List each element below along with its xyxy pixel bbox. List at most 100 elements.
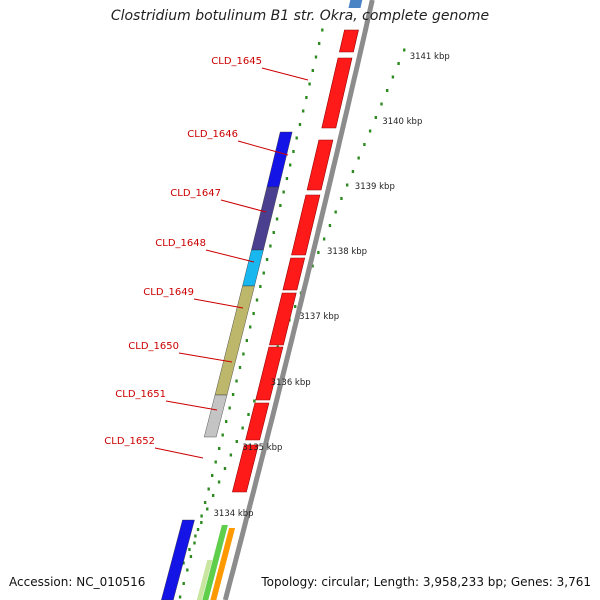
scale-dot [194,534,197,538]
kbp-tick-label: 3141 kbp [410,52,450,62]
scale-dot [206,507,209,511]
scale-dot [182,582,185,585]
scale-dot [357,156,360,160]
scale-dot [252,312,255,315]
kbp-tick-label: 3140 kbp [382,117,422,127]
scale-dot [217,480,221,484]
scale-dot [292,150,295,153]
scale-dot [340,197,343,200]
reverse-feature [203,394,228,438]
reverse-strand-features [161,0,363,600]
scale-dot [368,129,372,133]
scale-dot [178,595,182,599]
scale-dot [279,204,282,207]
scale-dot [189,555,193,558]
scale-dot [328,224,332,227]
scale-dot [241,426,244,430]
scale-dot [193,541,196,545]
scale-tick-labels: 3141 kbp 3140 kbp 3139 kbp 3138 kbp 3137 kbp… [214,52,450,519]
forward-cds-arrow [306,139,334,191]
label-leader-lines [154,67,309,459]
scale-dot [245,339,249,342]
scale-dot [295,136,298,140]
accession-text: Accession: NC_010516 [9,575,146,589]
gene-label: CLD_1645 [211,56,262,67]
genome-title: Clostridium botulinum B1 str. Okra, comp… [110,8,490,24]
forward-cds-arrow [291,194,321,256]
leader-line [237,140,289,156]
scale-dot [386,89,389,92]
gene-label: CLD_1649 [143,287,194,298]
leader-line [154,447,204,459]
reverse-feature [242,249,264,287]
forward-cds-arrow [232,444,259,493]
scale-dot [200,521,203,524]
leader-line [165,400,218,411]
genome-backbone [222,0,375,600]
scale-dot [235,440,238,443]
scale-dot [200,514,203,518]
reverse-feature [214,285,255,396]
kbp-tick-label: 3134 kbp [214,509,254,519]
scale-dot [275,217,279,221]
leader-line [220,199,267,213]
gene-label: CLD_1652 [104,436,155,447]
scale-dot [317,42,321,45]
scale-dot [235,379,238,383]
leader-line [205,249,255,263]
scale-dot [259,285,262,288]
scale-dot [397,62,400,65]
forward-cds-arrow [255,346,284,401]
scale-dot [311,69,314,72]
forward-cds-arrow [321,57,353,129]
scale-dot [345,183,349,187]
scale-dot [265,258,269,261]
scale-dot [211,474,214,477]
scale-dot [272,231,275,234]
top-feature [348,0,363,8]
kbp-tick-label: 3135 kbp [242,443,282,453]
forward-cds-arrow [245,402,270,441]
scale-dot [221,433,224,437]
backbone-line [222,0,375,600]
scale-dot [317,251,320,254]
scale-dot [289,163,292,167]
gene-labels: CLD_1645 CLD_1646 CLD_1647 CLD_1648 CLD_1649… [104,56,262,447]
leader-line [178,352,233,363]
side-features [196,525,236,600]
forward-strand-cds [232,29,359,493]
scale-dot [321,28,324,32]
side-feature [210,528,236,600]
scale-dot [186,568,189,572]
scale-dot [282,190,285,194]
gene-label: CLD_1650 [128,341,179,352]
scale-dot [285,177,289,180]
gene-label: CLD_1648 [155,238,206,249]
scale-dot [253,399,256,403]
scale-dot [242,352,245,356]
scale-dot [363,143,366,146]
scale-dot [308,82,311,86]
scale-dot [262,271,265,275]
kbp-tick-label: 3138 kbp [327,247,367,257]
scale-dot [380,102,383,106]
gene-label: CLD_1646 [187,129,238,140]
scale-dot [351,170,355,173]
scale-dot [314,55,318,59]
scale-dot [334,210,337,214]
kbp-tick-label: 3136 kbp [271,378,311,388]
scale-dot [311,264,314,268]
scale-dot [228,406,231,410]
scale-dot [224,420,228,423]
scale-dot [211,494,215,497]
scale-dot [188,548,191,551]
forward-cds-arrow [269,292,297,346]
scale-dot [301,109,305,113]
kbp-tick-label: 3139 kbp [355,182,395,192]
leader-line [261,67,309,81]
gene-label: CLD_1647 [170,188,221,199]
scale-dot [218,447,221,450]
scale-dot [322,237,326,241]
scale-dot [305,96,308,99]
